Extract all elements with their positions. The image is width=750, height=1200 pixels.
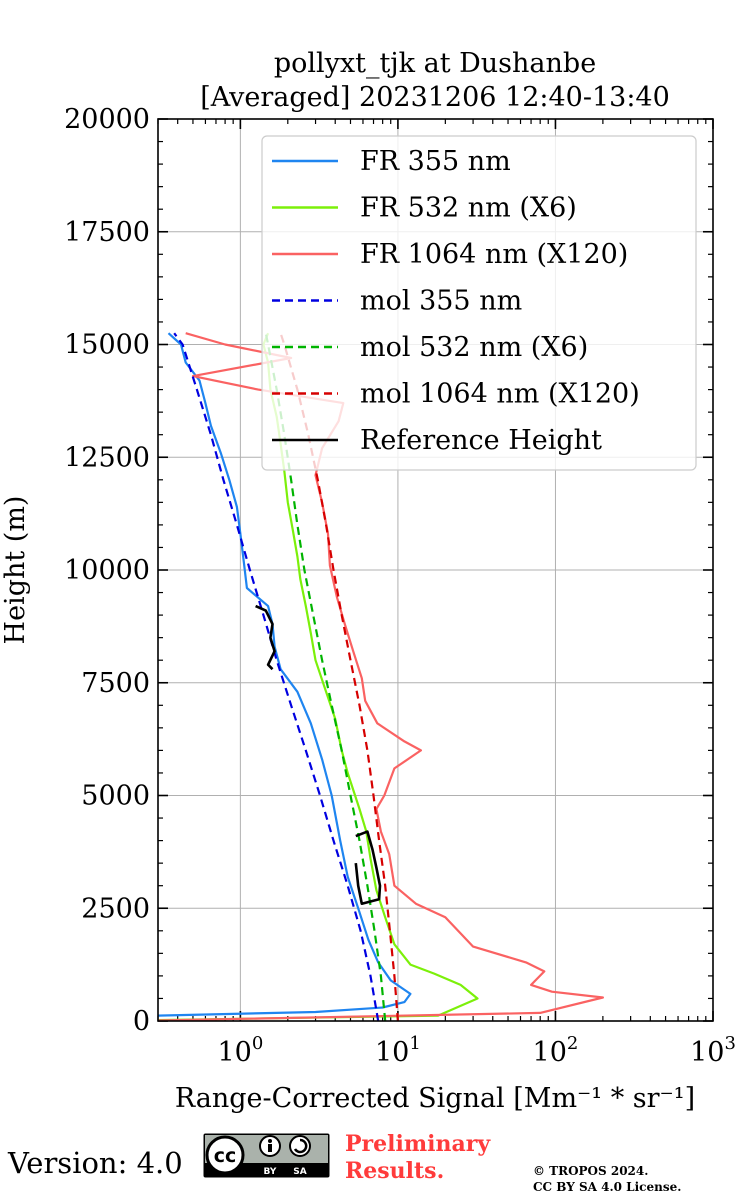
y-tick-label: 0 [133, 1006, 150, 1037]
legend-entry-label: mol 532 nm (X6) [360, 332, 588, 363]
y-tick-label: 17500 [64, 217, 150, 248]
by-label: BY [264, 1167, 277, 1177]
series-line-reference-height [354, 830, 382, 905]
legend-entry-label: mol 1064 nm (X120) [360, 379, 640, 410]
lidar-profile-chart: 0 2500 5000 7500 10000 12500 15000 17500 20000 10… [0, 48, 736, 1114]
chart-legend: FR 355 nm FR 532 nm (X6) FR 1064 nm (X120)… [261, 135, 697, 471]
y-tick-label: 5000 [81, 781, 150, 812]
copyright-line1: © TROPOS 2024. [533, 1164, 649, 1178]
chart-title-line1: pollyxt_tjk at Dushanbe [274, 48, 596, 79]
legend-entry-label: Reference Height [360, 425, 602, 456]
copyright-line2: CC BY SA 4.0 License. [533, 1180, 682, 1194]
chart-title-line2: [Averaged] 20231206 12:40-13:40 [200, 82, 670, 113]
y-tick-label: 7500 [81, 668, 150, 699]
sa-label: SA [293, 1167, 306, 1177]
x-tick-label: 100 [217, 1033, 263, 1068]
legend-entry-label: FR 532 nm (X6) [360, 193, 577, 224]
legend-entry-label: FR 1064 nm (X120) [360, 239, 628, 270]
x-tick-label: 103 [690, 1033, 736, 1068]
cc-icon-label: cc [214, 1145, 237, 1167]
legend-entry-label: mol 355 nm [360, 286, 522, 317]
x-axis-label: Range-Corrected Signal [Mm⁻¹ * sr⁻¹] [175, 1083, 695, 1114]
series-line-reference-height [255, 604, 276, 671]
preliminary-line1: Preliminary [345, 1131, 491, 1157]
y-tick-label: 2500 [81, 893, 150, 924]
y-tick-label: 10000 [64, 555, 150, 586]
axis-labels: 0 2500 5000 7500 10000 12500 15000 17500 20000 10… [64, 104, 736, 1068]
preliminary-line2: Results. [345, 1158, 445, 1184]
y-tick-label: 15000 [64, 330, 150, 361]
x-tick-label: 102 [533, 1033, 579, 1068]
legend-entry-label: FR 355 nm [360, 146, 511, 177]
legend-box [261, 135, 697, 471]
y-axis-label: Height (m) [0, 496, 31, 645]
plot-frame [157, 118, 714, 1022]
y-tick-label: 12500 [64, 442, 150, 473]
series-line-mol-1064-nm-x120- [279, 332, 399, 1022]
x-tick-label: 101 [375, 1033, 421, 1068]
cc-by-sa-icon: cc BY SA [203, 1133, 330, 1178]
y-tick-label: 20000 [64, 104, 150, 135]
version-label: Version: 4.0 [8, 1146, 183, 1180]
series-line-mol-355-nm [173, 332, 380, 1022]
copyright-notice: © TROPOS 2024. CC BY SA 4.0 License. [533, 1163, 681, 1195]
preliminary-notice: Preliminary Results. [345, 1131, 490, 1185]
